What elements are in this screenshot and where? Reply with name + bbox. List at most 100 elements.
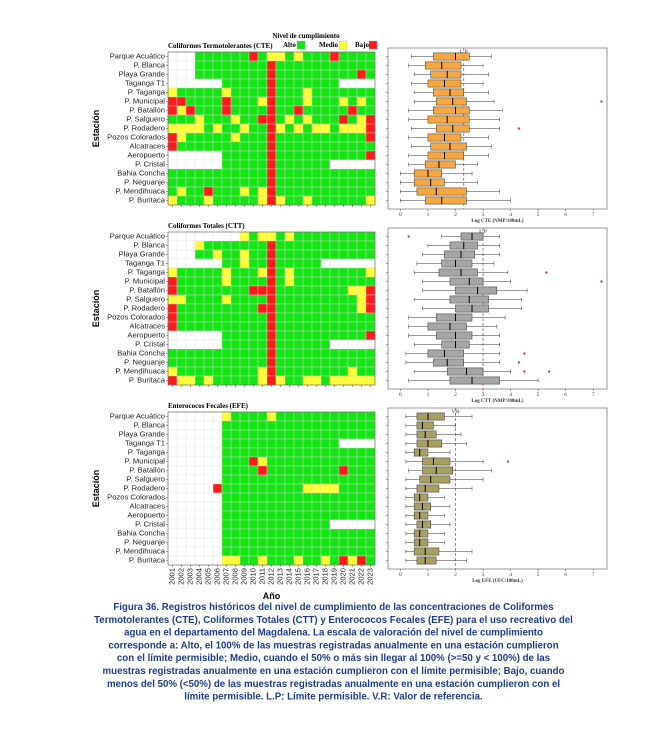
empty-cell bbox=[203, 492, 214, 503]
heat-cell bbox=[338, 285, 349, 296]
heat-cell bbox=[203, 96, 214, 107]
heat-cell bbox=[230, 303, 241, 314]
empty-cell bbox=[212, 456, 223, 467]
heat-cell bbox=[266, 105, 277, 116]
box bbox=[413, 178, 445, 187]
heat-cell bbox=[293, 303, 304, 314]
heat-cell bbox=[338, 87, 349, 98]
heat-cell bbox=[203, 105, 214, 116]
heat-cell bbox=[203, 123, 214, 134]
heat-cell bbox=[302, 114, 313, 125]
heat-cell bbox=[284, 438, 295, 449]
empty-cell bbox=[176, 258, 187, 269]
heat-cell bbox=[329, 528, 340, 539]
heat-cell bbox=[275, 69, 286, 80]
empty-cell bbox=[203, 537, 214, 548]
heat-cell bbox=[320, 51, 331, 62]
panel-title: Coliformes Totales (CTT) bbox=[168, 222, 245, 230]
empty-cell bbox=[185, 438, 196, 449]
heat-cell bbox=[284, 447, 295, 458]
heat-cell bbox=[230, 195, 241, 206]
empty-cell bbox=[176, 51, 187, 62]
heat-cell bbox=[293, 537, 304, 548]
x-tick-label: 0 bbox=[399, 392, 402, 398]
heat-cell bbox=[239, 96, 250, 107]
heat-cell bbox=[338, 114, 349, 125]
heat-cell bbox=[302, 366, 313, 377]
heat-cell bbox=[275, 249, 286, 260]
box bbox=[413, 493, 429, 502]
heat-cell bbox=[302, 510, 313, 521]
heat-cell bbox=[320, 249, 331, 260]
heat-cell bbox=[302, 195, 313, 206]
heat-cell bbox=[365, 267, 376, 278]
heat-cell bbox=[293, 528, 304, 539]
heat-cell bbox=[167, 114, 178, 125]
heat-cell bbox=[257, 483, 268, 494]
heat-cell bbox=[275, 492, 286, 503]
heat-cell bbox=[239, 366, 250, 377]
heat-cell bbox=[230, 159, 241, 170]
empty-cell bbox=[176, 528, 187, 539]
heat-cell bbox=[185, 267, 196, 278]
heat-cell bbox=[329, 150, 340, 161]
station-label: Aeropuerto bbox=[127, 511, 165, 520]
heat-cell bbox=[320, 483, 331, 494]
heat-cell bbox=[365, 447, 376, 458]
empty-cell bbox=[167, 69, 178, 80]
heat-cell bbox=[356, 51, 367, 62]
empty-cell bbox=[356, 339, 367, 350]
heat-cell bbox=[221, 537, 232, 548]
heat-cell bbox=[284, 474, 295, 485]
heat-cell bbox=[176, 375, 187, 386]
heat-cell bbox=[320, 141, 331, 152]
station-label: Parque Acuático bbox=[110, 52, 165, 61]
empty-cell bbox=[194, 258, 205, 269]
empty-cell bbox=[194, 465, 205, 476]
empty-cell bbox=[176, 159, 187, 170]
empty-cell bbox=[203, 501, 214, 512]
legend-swatch bbox=[296, 40, 306, 50]
heat-cell bbox=[302, 429, 313, 440]
heat-cell bbox=[221, 267, 232, 278]
heat-cell bbox=[302, 456, 313, 467]
heat-cell bbox=[230, 114, 241, 125]
heat-cell bbox=[284, 339, 295, 350]
heat-cell bbox=[203, 321, 214, 332]
empty-cell bbox=[212, 438, 223, 449]
box bbox=[424, 61, 462, 70]
heat-cell bbox=[284, 357, 295, 368]
heat-cell bbox=[239, 474, 250, 485]
station-label: Taganga T1 bbox=[125, 439, 165, 448]
year-label: 2005 bbox=[204, 568, 213, 585]
heat-cell bbox=[221, 492, 232, 503]
heat-cell bbox=[320, 510, 331, 521]
empty-cell bbox=[203, 528, 214, 539]
heat-cell bbox=[257, 159, 268, 170]
empty-cell bbox=[203, 555, 214, 566]
heat-cell bbox=[329, 303, 340, 314]
station-label: P. Blanca bbox=[133, 61, 165, 70]
heat-cell bbox=[338, 294, 349, 305]
empty-cell bbox=[212, 330, 223, 341]
heat-cell bbox=[266, 303, 277, 314]
heat-cell bbox=[257, 375, 268, 386]
heat-cell bbox=[230, 294, 241, 305]
heat-cell bbox=[257, 339, 268, 350]
heat-cell bbox=[293, 411, 304, 422]
empty-cell bbox=[185, 258, 196, 269]
heat-cell bbox=[266, 510, 277, 521]
empty-cell bbox=[167, 411, 178, 422]
empty-cell bbox=[194, 510, 205, 521]
heat-cell bbox=[347, 411, 358, 422]
legend-swatch bbox=[368, 40, 378, 50]
heat-cell bbox=[248, 276, 259, 287]
heat-cell bbox=[311, 303, 322, 314]
heat-cell bbox=[230, 519, 241, 530]
box bbox=[446, 367, 484, 376]
heat-cell bbox=[212, 195, 223, 206]
heat-cell bbox=[284, 51, 295, 62]
empty-cell bbox=[203, 420, 214, 431]
heat-cell bbox=[365, 312, 376, 323]
heat-cell bbox=[203, 366, 214, 377]
